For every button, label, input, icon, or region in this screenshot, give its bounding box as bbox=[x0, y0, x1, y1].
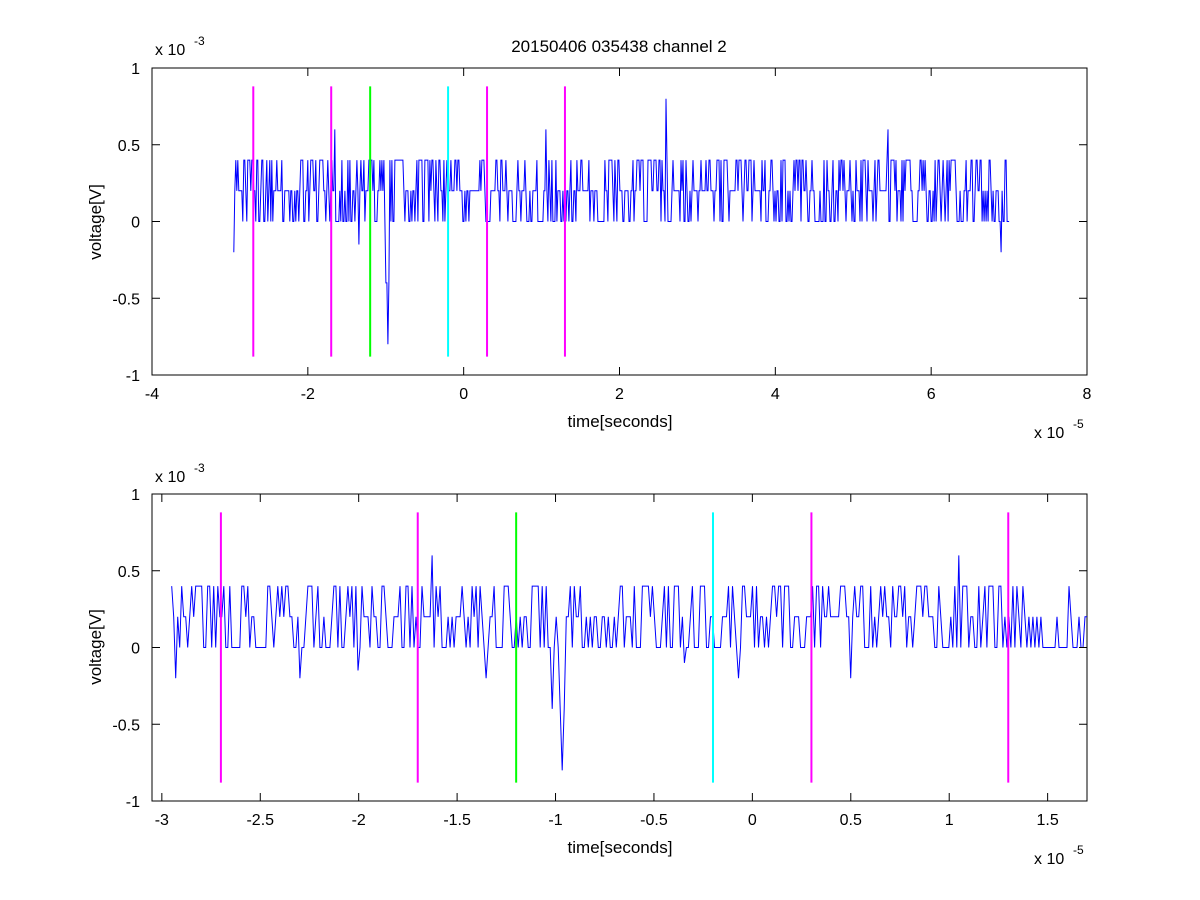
y-tick-label: -0.5 bbox=[112, 291, 140, 308]
bottom-subplot: x 10 -3 -3 -2.5 -2 -1.5 -1 -0.5 0 0.5 1 1.5 -1 -0.5… bbox=[86, 461, 1088, 868]
y-tick-label: 0 bbox=[131, 215, 140, 232]
y-tick-label: -1 bbox=[126, 368, 140, 385]
y-exponent-power: -3 bbox=[194, 34, 205, 48]
top-subplot: 20150406 035438 channel 2 x 10 -3 -4 -2 0 2… bbox=[86, 34, 1092, 442]
plot-content bbox=[171, 512, 1087, 783]
x-axis-label: time[seconds] bbox=[568, 412, 673, 431]
x-tick-label: 2 bbox=[615, 386, 624, 403]
x-tick-label: -2 bbox=[352, 812, 366, 829]
y-axis-label: voltage[V] bbox=[86, 184, 105, 260]
y-tick-label: 1 bbox=[131, 487, 140, 504]
y-exponent-label: x 10 bbox=[155, 42, 185, 59]
y-tick-label: 1 bbox=[131, 61, 140, 78]
x-tick-label: -4 bbox=[145, 386, 159, 403]
x-tick-label: 0 bbox=[459, 386, 468, 403]
chart-title: 20150406 035438 channel 2 bbox=[511, 37, 727, 56]
x-tick-label: 1.5 bbox=[1037, 812, 1059, 829]
plot-area-frame bbox=[151, 67, 1088, 376]
x-tick-label: 1 bbox=[945, 812, 954, 829]
x-tick-label: 0.5 bbox=[840, 812, 862, 829]
y-exponent-power: -3 bbox=[194, 461, 205, 475]
tick-layer: -3 -2.5 -2 -1.5 -1 -0.5 0 0.5 1 1.5 -1 -0.5 0 0.5 1 bbox=[112, 487, 1087, 829]
x-tick-label: -3 bbox=[155, 812, 169, 829]
x-tick-label: -2.5 bbox=[246, 812, 274, 829]
x-tick-label: 4 bbox=[771, 386, 780, 403]
y-tick-label: 0.5 bbox=[118, 564, 140, 581]
voltage-trace bbox=[233, 98, 1010, 345]
x-tick-label: 8 bbox=[1083, 386, 1092, 403]
x-exponent-label: x 10 bbox=[1034, 851, 1064, 868]
x-exponent-power: -5 bbox=[1073, 843, 1084, 857]
x-tick-label: 0 bbox=[748, 812, 757, 829]
x-tick-label: 6 bbox=[927, 386, 936, 403]
x-tick-label: -2 bbox=[301, 386, 315, 403]
y-tick-label: 0 bbox=[131, 641, 140, 658]
tick-layer: -4 -2 0 2 4 6 8 -1 -0.5 0 0.5 1 bbox=[112, 61, 1091, 403]
x-tick-label: -1.5 bbox=[443, 812, 471, 829]
y-tick-label: -0.5 bbox=[112, 717, 140, 734]
y-tick-label: 0.5 bbox=[118, 138, 140, 155]
y-exponent-label: x 10 bbox=[155, 469, 185, 486]
x-exponent-power: -5 bbox=[1073, 417, 1084, 431]
y-axis-label: voltage[V] bbox=[86, 609, 105, 685]
voltage-trace bbox=[171, 555, 1087, 771]
y-tick-label: -1 bbox=[126, 794, 140, 811]
x-exponent-label: x 10 bbox=[1034, 425, 1064, 442]
x-tick-label: -0.5 bbox=[640, 812, 668, 829]
x-tick-label: -1 bbox=[548, 812, 562, 829]
x-axis-label: time[seconds] bbox=[568, 838, 673, 857]
plot-content bbox=[233, 86, 1010, 357]
